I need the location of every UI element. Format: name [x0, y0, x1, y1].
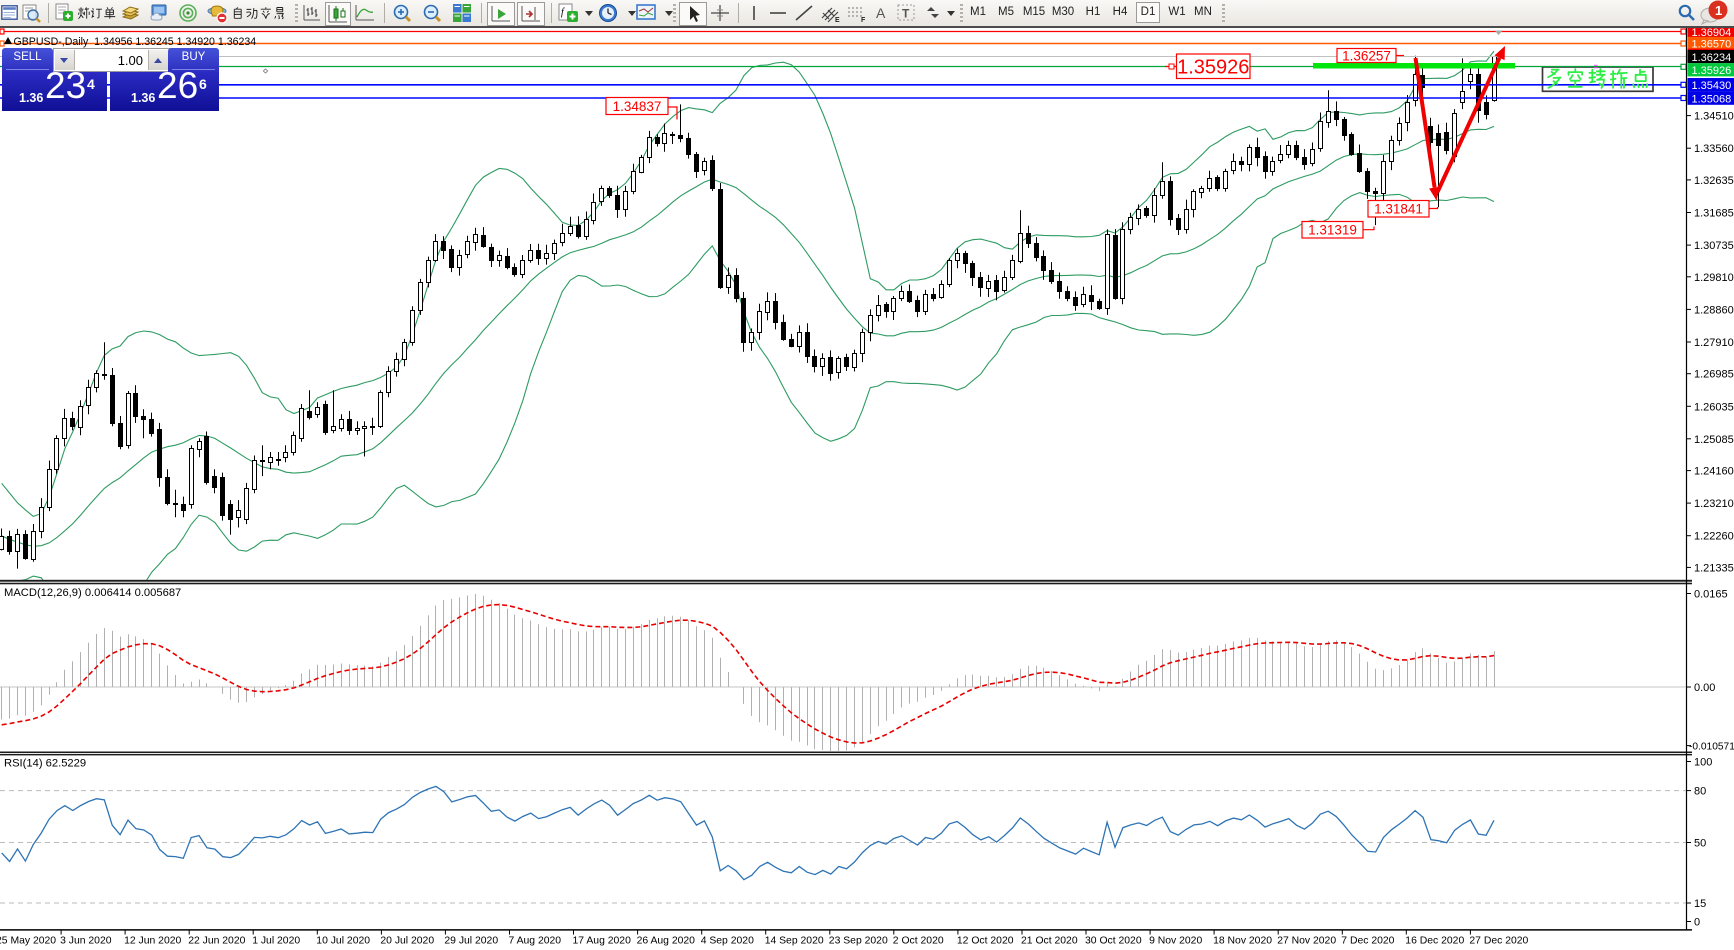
- svg-text:16 Dec 2020: 16 Dec 2020: [1405, 936, 1464, 947]
- svg-text:100: 100: [1694, 757, 1712, 769]
- svg-text:1.35068: 1.35068: [1692, 93, 1732, 105]
- svg-text:1.27910: 1.27910: [1694, 337, 1734, 349]
- svg-text:20 Jul 2020: 20 Jul 2020: [380, 936, 434, 947]
- svg-text:18 Nov 2020: 18 Nov 2020: [1213, 936, 1272, 947]
- svg-text:1.28860: 1.28860: [1694, 304, 1734, 316]
- svg-text:1.30735: 1.30735: [1694, 240, 1734, 252]
- svg-text:0: 0: [1694, 917, 1700, 929]
- svg-text:T: T: [902, 7, 910, 21]
- svg-text:7 Dec 2020: 7 Dec 2020: [1341, 936, 1394, 947]
- svg-text:15: 15: [1694, 898, 1706, 910]
- svg-text:RSI(14) 62.5229: RSI(14) 62.5229: [4, 758, 86, 770]
- svg-text:f: f: [561, 7, 565, 18]
- svg-text:4 Sep 2020: 4 Sep 2020: [701, 936, 754, 947]
- svg-text:17 Aug 2020: 17 Aug 2020: [573, 936, 632, 947]
- svg-text:1.31685: 1.31685: [1694, 208, 1734, 220]
- svg-text:1.25085: 1.25085: [1694, 434, 1734, 446]
- svg-text:1.36570: 1.36570: [1692, 39, 1732, 51]
- svg-text:12 Oct 2020: 12 Oct 2020: [957, 936, 1014, 947]
- svg-text:E: E: [835, 17, 840, 23]
- svg-text:1.29810: 1.29810: [1694, 272, 1734, 284]
- svg-text:26 Aug 2020: 26 Aug 2020: [637, 936, 696, 947]
- svg-text:23 Sep 2020: 23 Sep 2020: [829, 936, 888, 947]
- svg-text:1.34837: 1.34837: [613, 99, 662, 114]
- svg-text:0.0165: 0.0165: [1694, 589, 1728, 601]
- svg-text:1.36234: 1.36234: [1692, 52, 1732, 64]
- svg-text:1.22260: 1.22260: [1694, 531, 1734, 543]
- svg-text:12 Jun 2020: 12 Jun 2020: [124, 936, 181, 947]
- svg-text:1.31841: 1.31841: [1374, 202, 1423, 217]
- svg-text:7 Aug 2020: 7 Aug 2020: [509, 936, 562, 947]
- svg-text:1.36257: 1.36257: [1342, 48, 1391, 63]
- svg-text:MACD(12,26,9) 0.006414 0.00568: MACD(12,26,9) 0.006414 0.005687: [4, 587, 181, 599]
- svg-text:9 Nov 2020: 9 Nov 2020: [1149, 936, 1202, 947]
- svg-text:1.35926: 1.35926: [1692, 65, 1732, 77]
- svg-text:22 Jun 2020: 22 Jun 2020: [188, 936, 245, 947]
- svg-text:1.26035: 1.26035: [1694, 401, 1734, 413]
- svg-text:25 May 2020: 25 May 2020: [0, 936, 56, 947]
- svg-text:10 Jul 2020: 10 Jul 2020: [316, 936, 370, 947]
- svg-text:1 Jul 2020: 1 Jul 2020: [252, 936, 300, 947]
- svg-text:1.21335: 1.21335: [1694, 562, 1734, 574]
- svg-text:1.32635: 1.32635: [1694, 175, 1734, 187]
- svg-text:1.35926: 1.35926: [1177, 57, 1249, 79]
- svg-text:1.34510: 1.34510: [1694, 111, 1734, 123]
- svg-text:F: F: [861, 17, 866, 23]
- svg-text:30 Oct 2020: 30 Oct 2020: [1085, 936, 1142, 947]
- svg-text:-0.010571: -0.010571: [1689, 742, 1734, 753]
- svg-text:1.26985: 1.26985: [1694, 369, 1734, 381]
- svg-text:3 Jun 2020: 3 Jun 2020: [60, 936, 112, 947]
- svg-text:GBPUSD-,Daily 1.34956 1.36245: GBPUSD-,Daily 1.34956 1.36245 1.34920 1.…: [14, 36, 257, 48]
- svg-text:0.00: 0.00: [1694, 682, 1715, 694]
- svg-text:1.33560: 1.33560: [1694, 143, 1734, 155]
- svg-text:1.35430: 1.35430: [1692, 80, 1732, 92]
- svg-text:50: 50: [1694, 838, 1706, 850]
- svg-text:2 Oct 2020: 2 Oct 2020: [893, 936, 944, 947]
- svg-text:27 Dec 2020: 27 Dec 2020: [1469, 936, 1528, 947]
- svg-text:29 Jul 2020: 29 Jul 2020: [444, 936, 498, 947]
- svg-text:1: 1: [1715, 3, 1722, 18]
- svg-text:14 Sep 2020: 14 Sep 2020: [765, 936, 824, 947]
- svg-text:80: 80: [1694, 786, 1706, 798]
- svg-text:A: A: [876, 5, 886, 21]
- svg-text:1.23210: 1.23210: [1694, 498, 1734, 510]
- svg-text:1.31319: 1.31319: [1308, 223, 1357, 238]
- svg-text:21 Oct 2020: 21 Oct 2020: [1021, 936, 1078, 947]
- svg-text:1.36904: 1.36904: [1692, 27, 1732, 39]
- svg-text:27 Nov 2020: 27 Nov 2020: [1277, 936, 1336, 947]
- svg-text:1.24160: 1.24160: [1694, 466, 1734, 478]
